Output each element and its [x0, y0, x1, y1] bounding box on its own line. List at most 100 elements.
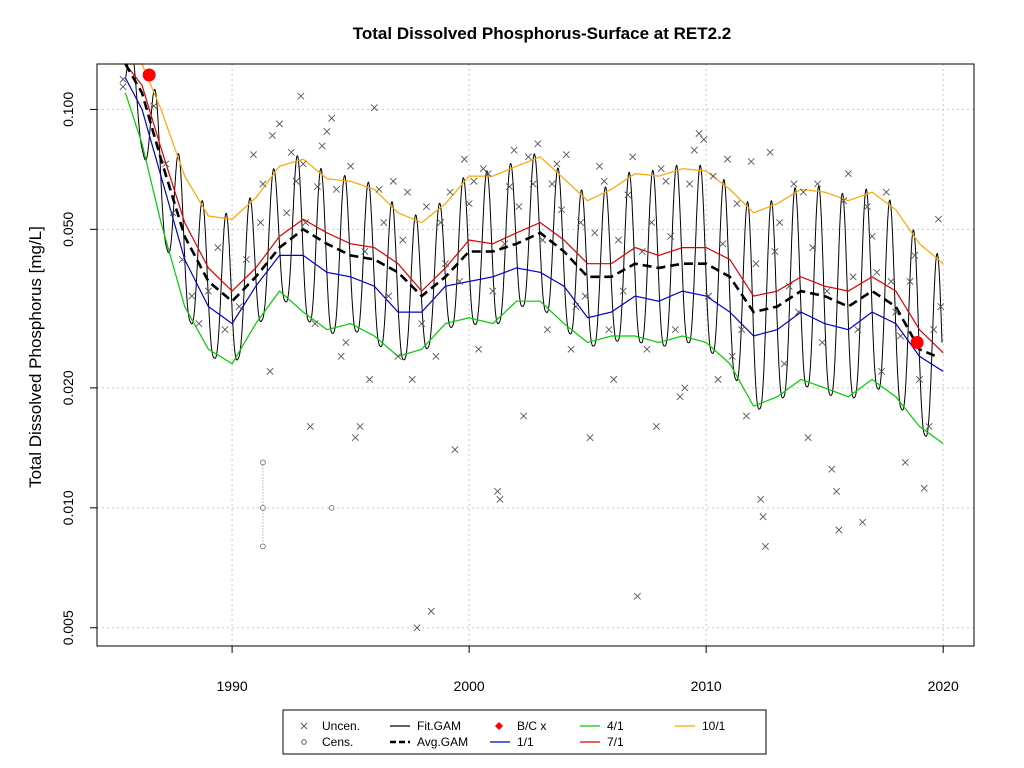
- series-line-fit-gam: [124, 63, 943, 437]
- data-point-uncensored: [911, 251, 919, 259]
- series-line-10-1: [125, 63, 944, 265]
- data-point-uncensored: [534, 140, 542, 148]
- data-point-uncensored: [356, 422, 364, 431]
- data-point-uncensored: [510, 146, 518, 154]
- data-point-uncensored: [328, 114, 336, 122]
- data-point-uncensored: [854, 326, 862, 334]
- data-point-uncensored: [930, 326, 938, 334]
- data-point-uncensored: [389, 177, 397, 185]
- legend-item-q10: 10/1: [675, 719, 726, 733]
- data-point-uncensored: [747, 157, 755, 166]
- data-point-uncensored: [591, 229, 599, 237]
- data-point-uncensored: [878, 367, 886, 375]
- data-point-uncensored: [681, 384, 689, 392]
- data-point-uncensored: [648, 219, 656, 227]
- data-point-uncensored: [332, 185, 340, 193]
- data-point-uncensored: [347, 162, 355, 170]
- data-point-censored: [260, 543, 266, 550]
- data-point-uncensored: [299, 160, 307, 168]
- data-point-uncensored: [385, 292, 393, 300]
- data-point-uncensored: [873, 268, 881, 276]
- data-point-uncensored: [901, 458, 909, 466]
- data-point-uncensored: [790, 180, 798, 188]
- data-point-uncensored: [484, 170, 492, 178]
- data-point-uncensored: [553, 160, 561, 168]
- data-point-uncensored: [849, 273, 857, 281]
- data-point-uncensored: [195, 320, 203, 328]
- data-point-uncensored: [804, 434, 812, 442]
- data-point-uncensored: [771, 247, 779, 255]
- data-point-uncensored: [375, 185, 383, 193]
- legend-item-avg: Avg.GAM: [390, 735, 468, 749]
- data-point-uncensored: [859, 518, 867, 526]
- data-point-uncensored: [714, 375, 722, 383]
- data-point-uncensored: [150, 102, 158, 110]
- x-tick-label: 2010: [691, 678, 722, 694]
- data-point-uncensored: [676, 393, 684, 401]
- data-point-uncensored: [920, 484, 928, 492]
- data-point-uncensored: [422, 203, 430, 211]
- data-point-uncensored: [733, 200, 741, 208]
- data-point-uncensored: [446, 188, 454, 196]
- data-point-uncensored: [162, 160, 170, 168]
- y-tick-label: 0.005: [60, 610, 76, 645]
- data-point-uncensored: [814, 180, 822, 188]
- legend-symbol-circle: [301, 739, 307, 745]
- bc-point: [910, 335, 924, 349]
- x-tick-label: 1990: [217, 678, 248, 694]
- data-point-uncensored: [934, 215, 942, 223]
- data-point-uncensored: [221, 326, 229, 334]
- data-point-uncensored: [705, 292, 713, 300]
- data-point-uncensored: [892, 308, 900, 316]
- data-point-uncensored: [595, 162, 604, 170]
- data-point-uncensored: [283, 209, 291, 217]
- series-group: [124, 63, 944, 445]
- grid: [97, 64, 974, 646]
- legend-label: Uncen.: [322, 719, 360, 733]
- data-point-uncensored: [465, 200, 473, 208]
- legend-symbol-diamond: [495, 722, 503, 730]
- data-point-uncensored: [432, 352, 440, 360]
- x-tick-label: 2000: [454, 678, 485, 694]
- data-point-uncensored: [844, 170, 852, 178]
- data-point-uncensored: [638, 247, 646, 255]
- legend-label: B/C x: [517, 719, 546, 733]
- data-point-uncensored: [600, 177, 608, 185]
- data-point-uncensored: [306, 422, 314, 431]
- data-point-uncensored: [695, 129, 703, 138]
- data-point-uncensored: [818, 338, 826, 347]
- data-point-uncensored: [188, 292, 196, 300]
- data-point-uncensored: [505, 183, 513, 191]
- data-point-uncensored: [795, 308, 803, 316]
- data-point-uncensored: [408, 375, 416, 383]
- data-point-uncensored: [249, 151, 257, 159]
- data-point-uncensored: [937, 303, 945, 311]
- data-point-uncensored: [835, 526, 843, 534]
- data-point-uncensored: [494, 487, 502, 495]
- legend-label: 4/1: [607, 719, 624, 733]
- y-tick-label: 0.050: [60, 212, 76, 247]
- data-point-uncensored: [178, 255, 186, 264]
- legend-item-bc: B/C x: [495, 719, 546, 733]
- data-point-uncensored: [268, 131, 276, 140]
- legend-label: 1/1: [517, 735, 534, 749]
- data-point-uncensored: [709, 172, 717, 180]
- data-point-uncensored: [257, 219, 265, 227]
- series-line-4-1: [124, 92, 944, 445]
- axes: 1990 2000 2010 2020 0.005 0.010 0.020 0.050 0.10…: [60, 92, 959, 694]
- y-tick-label: 0.100: [60, 92, 76, 127]
- data-point-uncensored: [361, 247, 369, 255]
- data-point-uncensored: [652, 422, 660, 431]
- legend-label: Fit.GAM: [417, 719, 461, 733]
- data-point-uncensored: [489, 287, 497, 295]
- legend: Uncen. Cens. Fit.GAM Avg.GAM B/C x 1/1 4/1 7/1 1…: [282, 709, 767, 755]
- data-point-uncensored: [728, 352, 736, 360]
- data-point-uncensored: [619, 287, 627, 295]
- data-point-uncensored: [370, 104, 378, 112]
- data-point-uncensored: [657, 165, 665, 173]
- data-point-uncensored: [496, 495, 504, 503]
- data-point-uncensored: [809, 244, 817, 252]
